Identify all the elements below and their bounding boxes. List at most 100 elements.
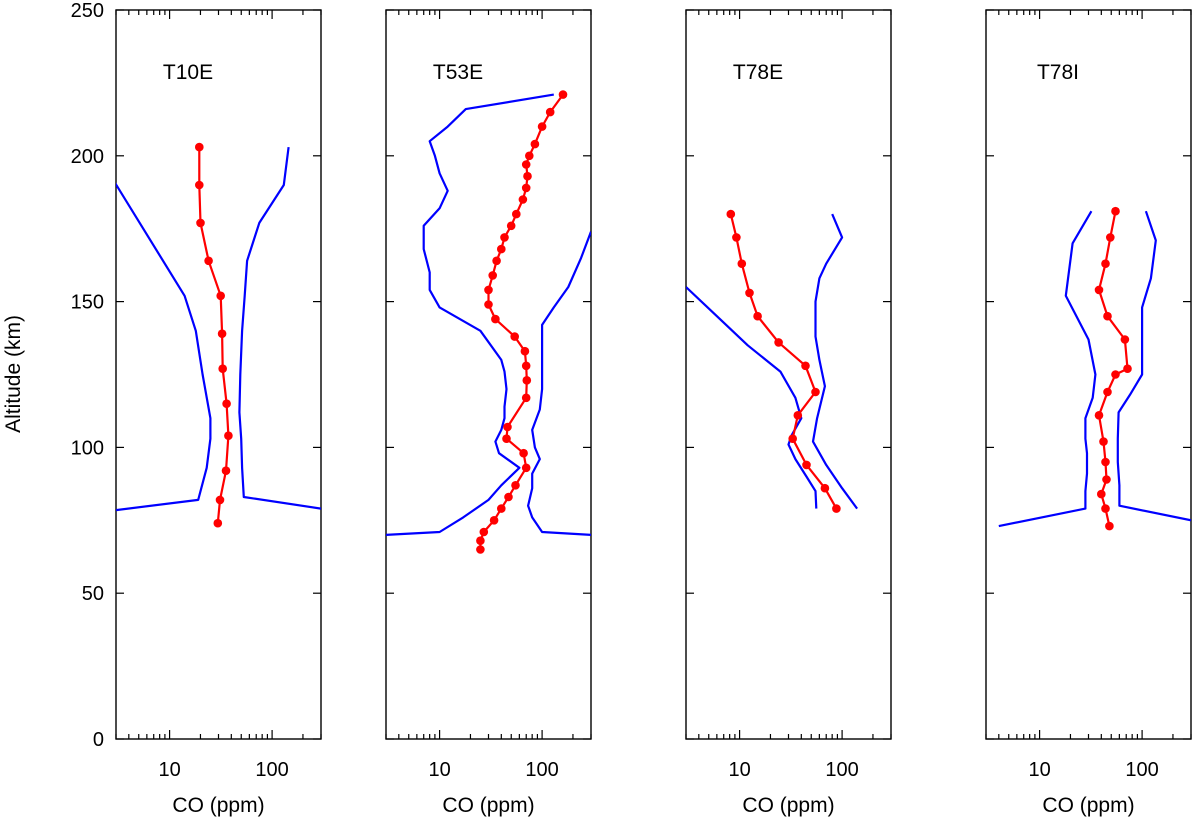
- co-profile-point: [222, 399, 231, 409]
- upper-bound-line: [811, 213, 858, 510]
- co-profile-point: [525, 151, 534, 161]
- co-profile-point: [519, 448, 528, 458]
- panel-frame: [685, 9, 892, 740]
- x-tick-label: 100: [255, 759, 288, 781]
- upper-bound-line: [526, 231, 591, 536]
- co-profile-point: [522, 376, 532, 385]
- co-profile-point: [1099, 437, 1108, 446]
- co-profile-point: [195, 142, 204, 152]
- co-profile-point: [745, 288, 754, 298]
- x-axis-label: CO (ppm): [172, 794, 264, 817]
- series-group: [998, 206, 1191, 531]
- co-profile-point: [1105, 521, 1114, 531]
- co-profile-point: [811, 387, 820, 397]
- co-profile-point: [497, 504, 506, 513]
- co-profile-point: [500, 233, 509, 242]
- co-profile-point: [545, 107, 555, 117]
- panel-1: 0 50 100 150 200 250 10 100 CO (ppm) T10E: [71, 0, 322, 817]
- co-profile-point: [476, 545, 485, 554]
- y-tick-label: 200: [71, 146, 104, 168]
- upper-bound-line: [238, 146, 321, 510]
- co-profile-point: [737, 259, 747, 269]
- co-profile-point: [521, 361, 531, 371]
- co-profile-point: [1111, 370, 1120, 379]
- panel-2: 10 100 CO (ppm) T53E: [385, 9, 592, 817]
- co-profile-point: [218, 364, 227, 374]
- co-profile-point: [491, 314, 500, 324]
- lower-bound-line: [998, 210, 1097, 528]
- co-profile-point: [484, 300, 493, 309]
- panels-group: 0 50 100 150 200 250 10 100 CO (ppm) T10E 10 100 CO …: [71, 0, 1192, 817]
- panel-frame: [985, 9, 1192, 740]
- co-profile-point: [521, 393, 531, 403]
- co-profile-point: [518, 195, 528, 204]
- x-tick-label: 100: [1125, 759, 1158, 781]
- x-tick-label: 100: [525, 759, 558, 781]
- upper-bound-line: [1116, 210, 1191, 522]
- co-profile-point: [523, 171, 532, 181]
- co-profile-point: [1094, 411, 1104, 420]
- co-profile-point: [1102, 475, 1111, 484]
- x-tick-label: 10: [428, 759, 450, 781]
- x-tick-label: 10: [158, 759, 180, 781]
- co-profile-point: [489, 516, 499, 525]
- co-profile-point: [1103, 311, 1112, 321]
- panel-3: 10 100 CO (ppm) T78E: [685, 9, 892, 817]
- co-profile-point: [476, 536, 485, 545]
- co-profile-point: [511, 481, 520, 490]
- series-group: [116, 142, 321, 528]
- panel-title: T53E: [433, 61, 483, 84]
- co-profile-point: [215, 495, 225, 505]
- panel-frame: [115, 9, 322, 740]
- co-profile-point: [521, 160, 531, 169]
- co-profile-point: [801, 361, 810, 371]
- co-profile-point: [213, 518, 223, 528]
- co-profile-point: [726, 209, 736, 219]
- co-profile-point: [497, 244, 506, 254]
- co-profile-point: [506, 221, 516, 231]
- co-profile-line: [1097, 210, 1129, 527]
- co-profile-line: [198, 147, 230, 524]
- co-profile-point: [204, 256, 213, 266]
- x-axis-label: CO (ppm): [1042, 794, 1134, 817]
- co-profile-point: [753, 311, 762, 321]
- y-tick-label: 0: [93, 729, 104, 751]
- co-profile-point: [530, 139, 540, 149]
- co-profile-line: [479, 93, 564, 550]
- co-profile-point: [1101, 504, 1110, 513]
- co-profile-point: [520, 346, 530, 356]
- co-profile-point: [558, 90, 568, 99]
- co-profile-point: [521, 183, 531, 193]
- y-tick-label: 150: [71, 292, 104, 314]
- co-profile-point: [802, 460, 811, 470]
- co-profile-point: [1097, 489, 1106, 499]
- y-tick-label: 250: [71, 0, 104, 22]
- x-tick-label: 10: [1028, 759, 1050, 781]
- panel-title: T78E: [733, 61, 783, 84]
- series-group: [686, 209, 858, 513]
- co-profile-point: [537, 122, 547, 131]
- co-profile-point: [502, 434, 511, 444]
- panel-title: T10E: [163, 61, 213, 84]
- co-profile-point: [1120, 335, 1130, 344]
- co-profile-point: [503, 422, 512, 432]
- co-profile-point: [484, 285, 493, 295]
- co-profile-point: [216, 291, 225, 301]
- co-profile-point: [1101, 259, 1110, 269]
- co-profile-point: [788, 434, 797, 444]
- co-profile-point: [774, 338, 783, 347]
- co-profile-point: [504, 492, 513, 502]
- co-profile-point: [195, 180, 204, 190]
- y-tick-label: 50: [82, 583, 104, 605]
- x-tick-label: 10: [728, 759, 750, 781]
- co-profile-point: [196, 218, 205, 228]
- panel-4: 10 100 CO (ppm) T78I: [985, 9, 1192, 817]
- co-profile-point: [510, 332, 519, 341]
- co-profile-point: [832, 504, 841, 513]
- co-profile-point: [521, 463, 531, 473]
- co-profile-point: [732, 233, 741, 242]
- co-profile-point: [488, 271, 498, 280]
- panel-title: T78I: [1037, 61, 1079, 84]
- panel-frame: [385, 9, 592, 740]
